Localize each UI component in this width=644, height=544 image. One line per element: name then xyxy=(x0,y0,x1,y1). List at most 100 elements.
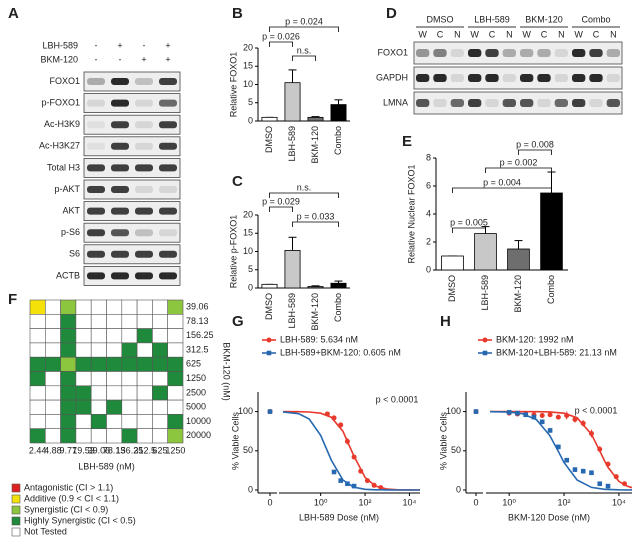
legend-marker xyxy=(266,350,272,356)
x-tick-label: 10² xyxy=(558,497,571,507)
heatmap-cell xyxy=(60,313,77,329)
x-tick-label: 10² xyxy=(359,497,372,507)
lane-label: W xyxy=(418,29,427,39)
y-tick-label: 50 xyxy=(243,445,253,455)
blot-band xyxy=(485,99,499,107)
heatmap-cell xyxy=(29,356,46,372)
blot-band xyxy=(589,99,603,107)
legend-label: Antagonistic (CI > 1.1) xyxy=(24,482,113,492)
blot-band xyxy=(159,207,177,215)
lane-label: W xyxy=(470,29,479,39)
heatmap-cell xyxy=(29,313,46,329)
legend-swatch xyxy=(11,505,21,515)
heatmap-cell xyxy=(29,371,46,387)
x-tick-label: DMSO xyxy=(447,275,457,302)
y-tick-label: 0 xyxy=(456,484,461,494)
fit-curve xyxy=(489,410,633,491)
heatmap-cell xyxy=(75,428,92,444)
heatmap-cell xyxy=(167,385,184,401)
blot-band xyxy=(520,99,534,107)
heatmap-cell xyxy=(90,342,107,358)
heatmap-cell xyxy=(44,342,61,358)
blot-band xyxy=(433,74,447,82)
significance-bracket xyxy=(269,41,293,47)
heatmap-cell xyxy=(44,299,61,315)
y-tick-label: 20 xyxy=(243,209,253,219)
blot-band xyxy=(111,99,129,107)
y-tick-label: 6 xyxy=(426,180,431,190)
heatmap-cell xyxy=(90,371,107,387)
point xyxy=(613,474,619,480)
legend-swatch xyxy=(11,483,21,493)
y-tick-label: 100 xyxy=(238,406,253,416)
point xyxy=(580,420,586,426)
blot-row-label: Ac-H3K9 xyxy=(44,119,80,129)
blot-band xyxy=(159,229,177,237)
heatmap-cell xyxy=(136,371,153,387)
legend-swatch xyxy=(11,516,21,526)
significance-bracket xyxy=(452,187,552,193)
heatmap-cell xyxy=(29,428,46,444)
fit-curve xyxy=(490,410,633,489)
blot-band xyxy=(589,49,603,57)
blot-row-label: ACTB xyxy=(56,270,80,280)
treatment-sign: + xyxy=(165,54,170,64)
heatmap-cell xyxy=(60,371,77,387)
blot-band xyxy=(87,272,105,280)
heatmap-cell xyxy=(106,414,123,429)
y-tick-label: 10000 xyxy=(186,416,211,426)
blot-band xyxy=(554,99,568,107)
heatmap-cell xyxy=(136,328,153,344)
blot-box xyxy=(83,136,181,157)
y-tick-label: 0 xyxy=(248,115,253,125)
heatmap-cell xyxy=(75,342,92,358)
significance-bracket xyxy=(292,221,339,227)
blot-row-label: LMNA xyxy=(383,97,408,107)
lane-label: W xyxy=(574,29,583,39)
legend-marker xyxy=(266,337,272,343)
heatmap-cell xyxy=(90,328,107,344)
heatmap-cell xyxy=(121,342,138,358)
heatmap-cell xyxy=(167,313,184,329)
heatmap-cell xyxy=(75,371,92,387)
point xyxy=(572,467,578,472)
point xyxy=(344,438,350,444)
significance-bracket xyxy=(269,192,339,198)
heatmap-cell xyxy=(121,356,138,372)
bar xyxy=(261,283,278,289)
heatmap-cell xyxy=(152,385,168,401)
significance-label: p = 0.029 xyxy=(262,196,300,206)
point xyxy=(539,413,545,419)
point xyxy=(556,444,561,450)
point xyxy=(555,414,561,420)
blot-band xyxy=(450,49,464,57)
legend-label: Synergistic (CI < 0.9) xyxy=(24,504,108,514)
blot-band xyxy=(606,99,620,107)
y-tick-label: 2 xyxy=(426,236,431,246)
heatmap-cell xyxy=(75,385,92,401)
treatment-sign: + xyxy=(117,40,122,50)
heatmap-cell xyxy=(106,328,123,344)
blot-band xyxy=(87,99,105,107)
lane-label: N xyxy=(454,29,461,39)
y-tick-label: 1250 xyxy=(186,373,206,383)
heatmap-cell xyxy=(136,313,153,329)
heatmap-cell xyxy=(75,399,92,415)
panel-label: H xyxy=(440,313,451,330)
heatmap-cell xyxy=(60,414,77,429)
heatmap-cell xyxy=(29,399,46,415)
y-axis-label: % Viable Cells xyxy=(438,412,448,470)
heatmap-cell xyxy=(90,313,107,329)
treatment-sign: + xyxy=(165,40,170,50)
blot-band xyxy=(572,74,586,82)
point xyxy=(605,483,611,489)
heatmap-cell xyxy=(44,428,61,444)
y-tick-label: 5000 xyxy=(186,402,206,412)
bar xyxy=(307,116,324,122)
x-tick-label: 39.06 xyxy=(88,445,111,455)
point xyxy=(547,428,553,433)
heatmap-cell xyxy=(75,313,92,329)
blot-band xyxy=(111,229,129,237)
point xyxy=(267,409,273,414)
